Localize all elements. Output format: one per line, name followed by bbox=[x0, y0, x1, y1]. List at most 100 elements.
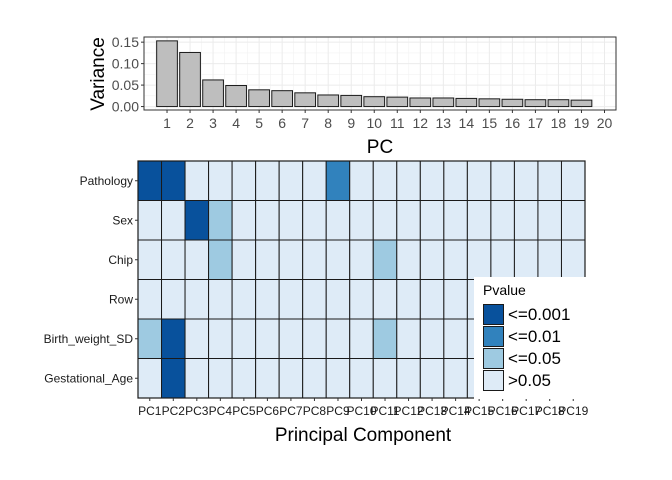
pvalue-legend: Pvalue <=0.001 <=0.01 <=0.05 >0.05 bbox=[474, 277, 592, 399]
heatmap-cell bbox=[490, 239, 515, 280]
heatmap-cell bbox=[490, 160, 515, 201]
heatmap-cell bbox=[443, 160, 468, 201]
heatmap-cell bbox=[231, 358, 257, 399]
variance-bar bbox=[455, 97, 478, 108]
variance-bar-chart: 0.000.050.100.151 2 3 4 5 6 7 8 9 10 11 12 13 14 15 16 1… bbox=[112, 34, 617, 131]
heatmap-cell bbox=[396, 279, 421, 320]
bar-y-tick-label: 0.10 bbox=[112, 56, 139, 72]
heatmap-cell bbox=[396, 358, 421, 399]
heatmap-cell bbox=[537, 200, 562, 241]
heatmap-cell bbox=[396, 239, 421, 280]
bar-x-tick-label: 20 bbox=[597, 115, 613, 131]
bar-x-tick-label: 9 bbox=[347, 115, 355, 131]
heatmap-cell bbox=[302, 358, 327, 399]
bar-x-tick-label: 16 bbox=[505, 115, 521, 131]
bar-x-tick-label: 15 bbox=[482, 115, 498, 131]
heatmap-cell bbox=[231, 200, 257, 241]
heatmap-cell bbox=[349, 239, 374, 280]
heatmap-cell bbox=[137, 160, 163, 201]
heatmap-cell bbox=[513, 160, 539, 201]
heatmap-cell bbox=[184, 358, 210, 399]
heatmap-cell bbox=[419, 358, 445, 399]
heatmap-cell bbox=[419, 279, 445, 320]
bar-x-tick-label: 13 bbox=[436, 115, 452, 131]
heatmap-cell bbox=[372, 200, 398, 241]
heatmap-x-tick-label: PC2 bbox=[162, 404, 186, 418]
heatmap-cell bbox=[443, 318, 468, 359]
heatmap-cell bbox=[325, 239, 351, 280]
bar-x-tick-label: 5 bbox=[255, 115, 263, 131]
heatmap-cell bbox=[349, 160, 374, 201]
heatmap-cell bbox=[161, 239, 186, 280]
heatmap-cell bbox=[396, 318, 421, 359]
bar-x-tick-label: 18 bbox=[551, 115, 567, 131]
bar-x-tick-label: 4 bbox=[232, 115, 240, 131]
legend-label: <=0.01 bbox=[508, 327, 561, 346]
heatmap-cell bbox=[302, 239, 327, 280]
heatmap-cell bbox=[372, 239, 398, 280]
heatmap-cell bbox=[443, 358, 468, 399]
variance-bar bbox=[179, 51, 201, 108]
heatmap-cell bbox=[184, 318, 210, 359]
heatmap-y-tick-label: Sex bbox=[112, 213, 133, 227]
legend-label: <=0.001 bbox=[508, 305, 571, 324]
heatmap-y-tick-label: Birth_weight_SD bbox=[44, 332, 134, 346]
heatmap-cell bbox=[161, 160, 186, 201]
heatmap-cell bbox=[325, 279, 351, 320]
heatmap-cell bbox=[255, 279, 280, 320]
heatmap-cell bbox=[184, 239, 210, 280]
heatmap-cell bbox=[184, 160, 210, 201]
heatmap-cell bbox=[372, 318, 398, 359]
heatmap-x-tick-label: PC1 bbox=[138, 404, 162, 418]
heatmap-x-tick-label: PC18 bbox=[535, 404, 565, 418]
heatmap-x-tick-label: PC15 bbox=[464, 404, 494, 418]
heatmap-cell bbox=[208, 239, 233, 280]
heatmap-cell bbox=[278, 160, 304, 201]
heatmap-cell bbox=[490, 200, 515, 241]
heatmap-x-tick-label: PC3 bbox=[185, 404, 209, 418]
heatmap-cell bbox=[443, 200, 468, 241]
heatmap-cell bbox=[137, 318, 163, 359]
variance-bar bbox=[547, 99, 570, 108]
bar-x-tick-label: 7 bbox=[301, 115, 309, 131]
variance-bar bbox=[524, 99, 547, 108]
legend-swatch bbox=[483, 326, 504, 347]
heatmap-cell bbox=[396, 160, 421, 201]
heatmap-x-tick-label: PC12 bbox=[394, 404, 424, 418]
heatmap-cell bbox=[208, 160, 233, 201]
bar-x-tick-label: 11 bbox=[390, 115, 405, 131]
legend-swatch bbox=[483, 348, 504, 369]
variance-bar bbox=[271, 90, 294, 108]
heatmap-x-tick-label: PC13 bbox=[417, 404, 447, 418]
heatmap-cell bbox=[302, 160, 327, 201]
heatmap-cell bbox=[372, 358, 398, 399]
heatmap-cell bbox=[208, 279, 233, 320]
heatmap-cell bbox=[137, 200, 163, 241]
heatmap-cell bbox=[396, 200, 421, 241]
bar-x-tick-label: 2 bbox=[186, 115, 194, 131]
heatmap-cell bbox=[349, 279, 374, 320]
heatmap-cell bbox=[372, 279, 398, 320]
variance-bar bbox=[202, 79, 224, 108]
heatmap-xlabel: Principal Component bbox=[275, 425, 452, 446]
legend-label: >0.05 bbox=[508, 371, 552, 390]
heatmap-cell bbox=[208, 318, 233, 359]
heatmap-cell bbox=[325, 358, 351, 399]
variance-bar bbox=[478, 98, 501, 108]
legend-label: <=0.05 bbox=[508, 349, 561, 368]
heatmap-cell bbox=[325, 160, 351, 201]
bar-panel-border bbox=[143, 36, 617, 111]
bar-x-tick-label: 8 bbox=[324, 115, 332, 131]
heatmap-x-tick-label: PC11 bbox=[370, 404, 399, 418]
heatmap-cell bbox=[184, 200, 210, 241]
heatmap-cell bbox=[419, 239, 445, 280]
heatmap-cell bbox=[513, 239, 539, 280]
bar-y-tick-label: 0.00 bbox=[112, 99, 139, 115]
bar-x-tick-label: 10 bbox=[366, 115, 382, 131]
heatmap-cell bbox=[208, 358, 233, 399]
bar-xlabel: PC bbox=[367, 137, 393, 158]
heatmap-cell bbox=[372, 160, 398, 201]
heatmap-cell bbox=[161, 358, 186, 399]
heatmap-cell bbox=[278, 239, 304, 280]
heatmap-cell bbox=[231, 279, 257, 320]
